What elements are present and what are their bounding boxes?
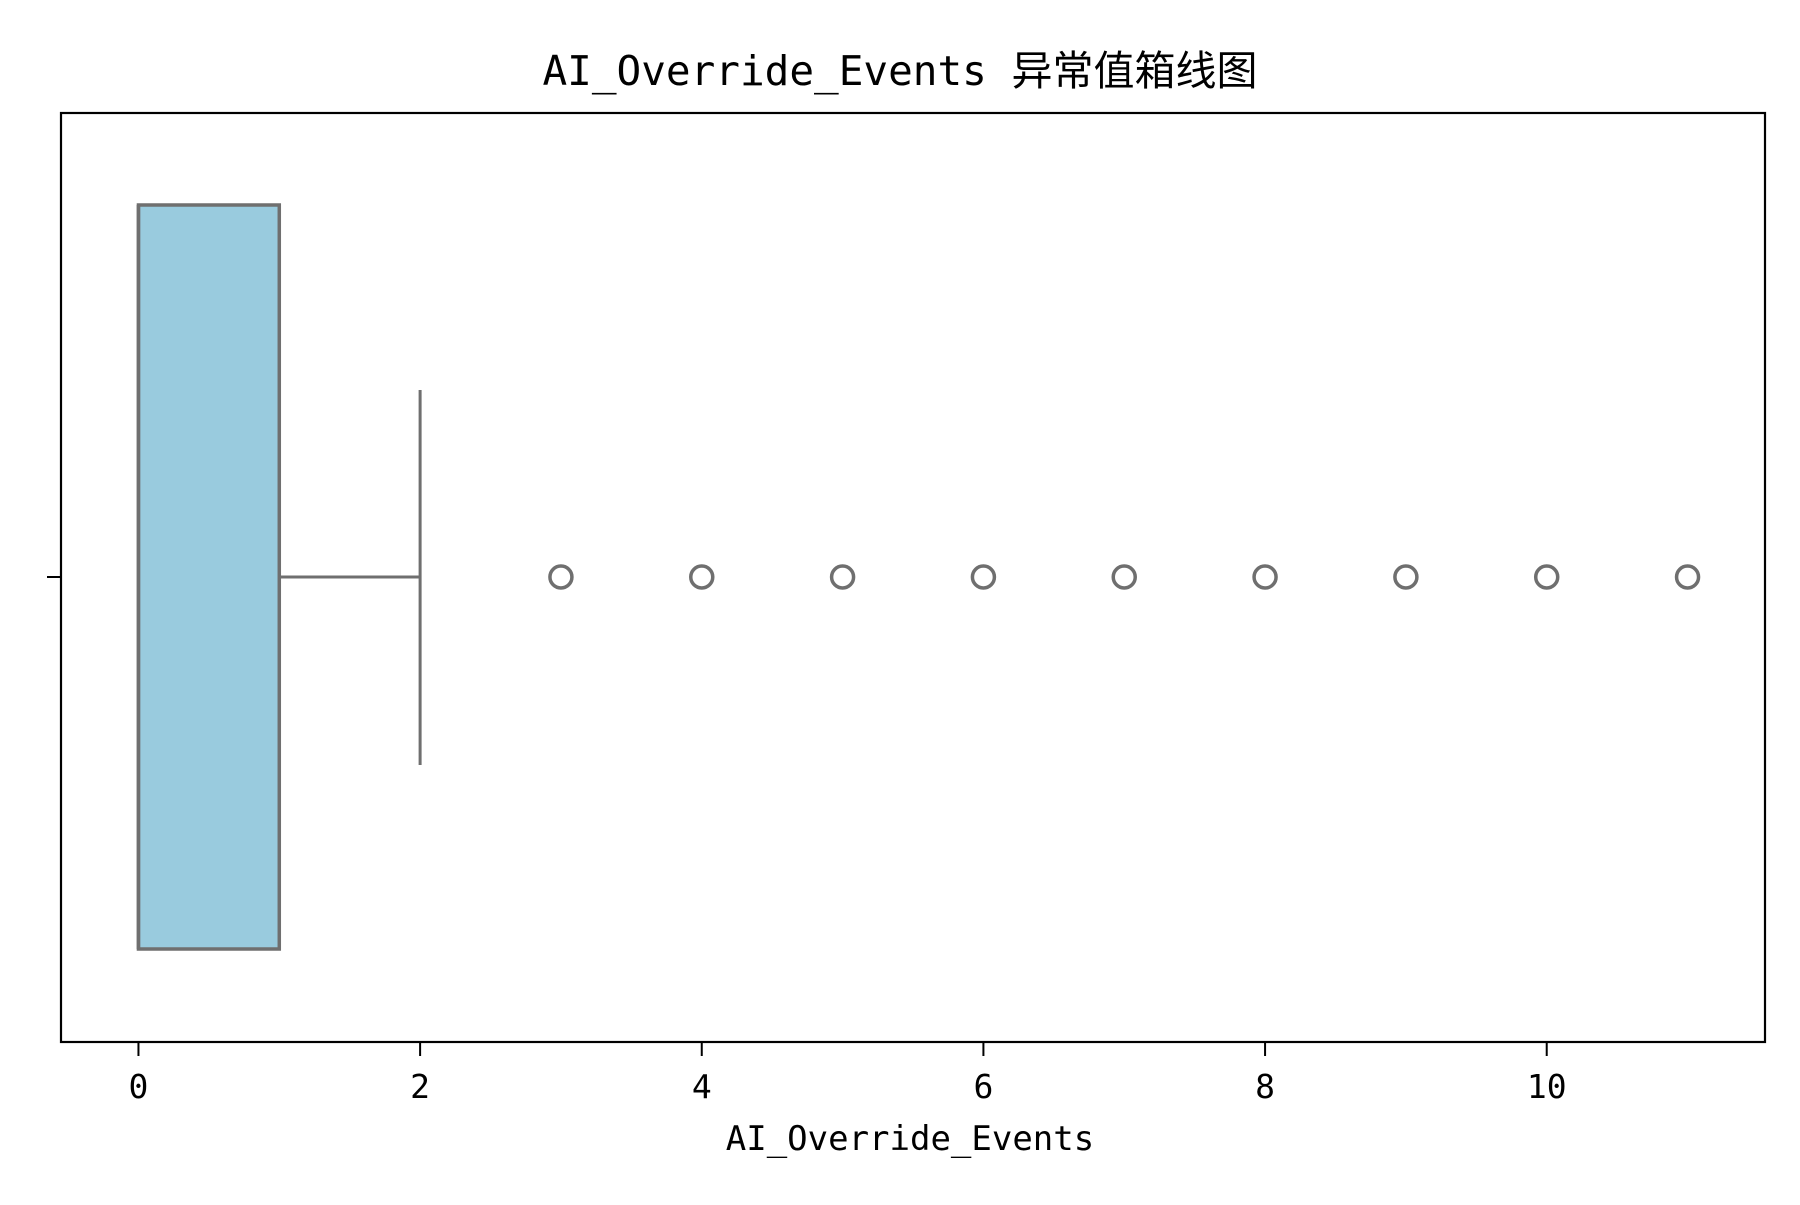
outlier-point	[1674, 564, 1701, 590]
outlier-point	[829, 564, 856, 590]
x-tick-label: 4	[692, 1067, 712, 1106]
outlier-point	[1252, 564, 1278, 590]
plot-area	[136, 203, 1701, 951]
outlier-point	[970, 564, 997, 590]
x-axis: 0 2 4 6 8 10	[47, 111, 1767, 1106]
iqr-box	[136, 203, 282, 951]
outlier-point	[1533, 564, 1560, 590]
outlier-point	[548, 564, 574, 590]
chart-title: AI_Override_Events 异常值箱线图	[543, 47, 1258, 95]
x-tick-label: 2	[410, 1067, 430, 1106]
x-tick-label: 6	[973, 1067, 993, 1106]
x-axis-label: AI_Override_Events	[726, 1119, 1094, 1159]
x-tick-label: 0	[129, 1067, 149, 1106]
outlier-point	[689, 564, 715, 590]
x-tick-label: 10	[1527, 1067, 1567, 1106]
x-tick-label: 8	[1255, 1067, 1275, 1106]
outlier-point	[1393, 564, 1419, 590]
outlier-point	[1111, 564, 1137, 590]
